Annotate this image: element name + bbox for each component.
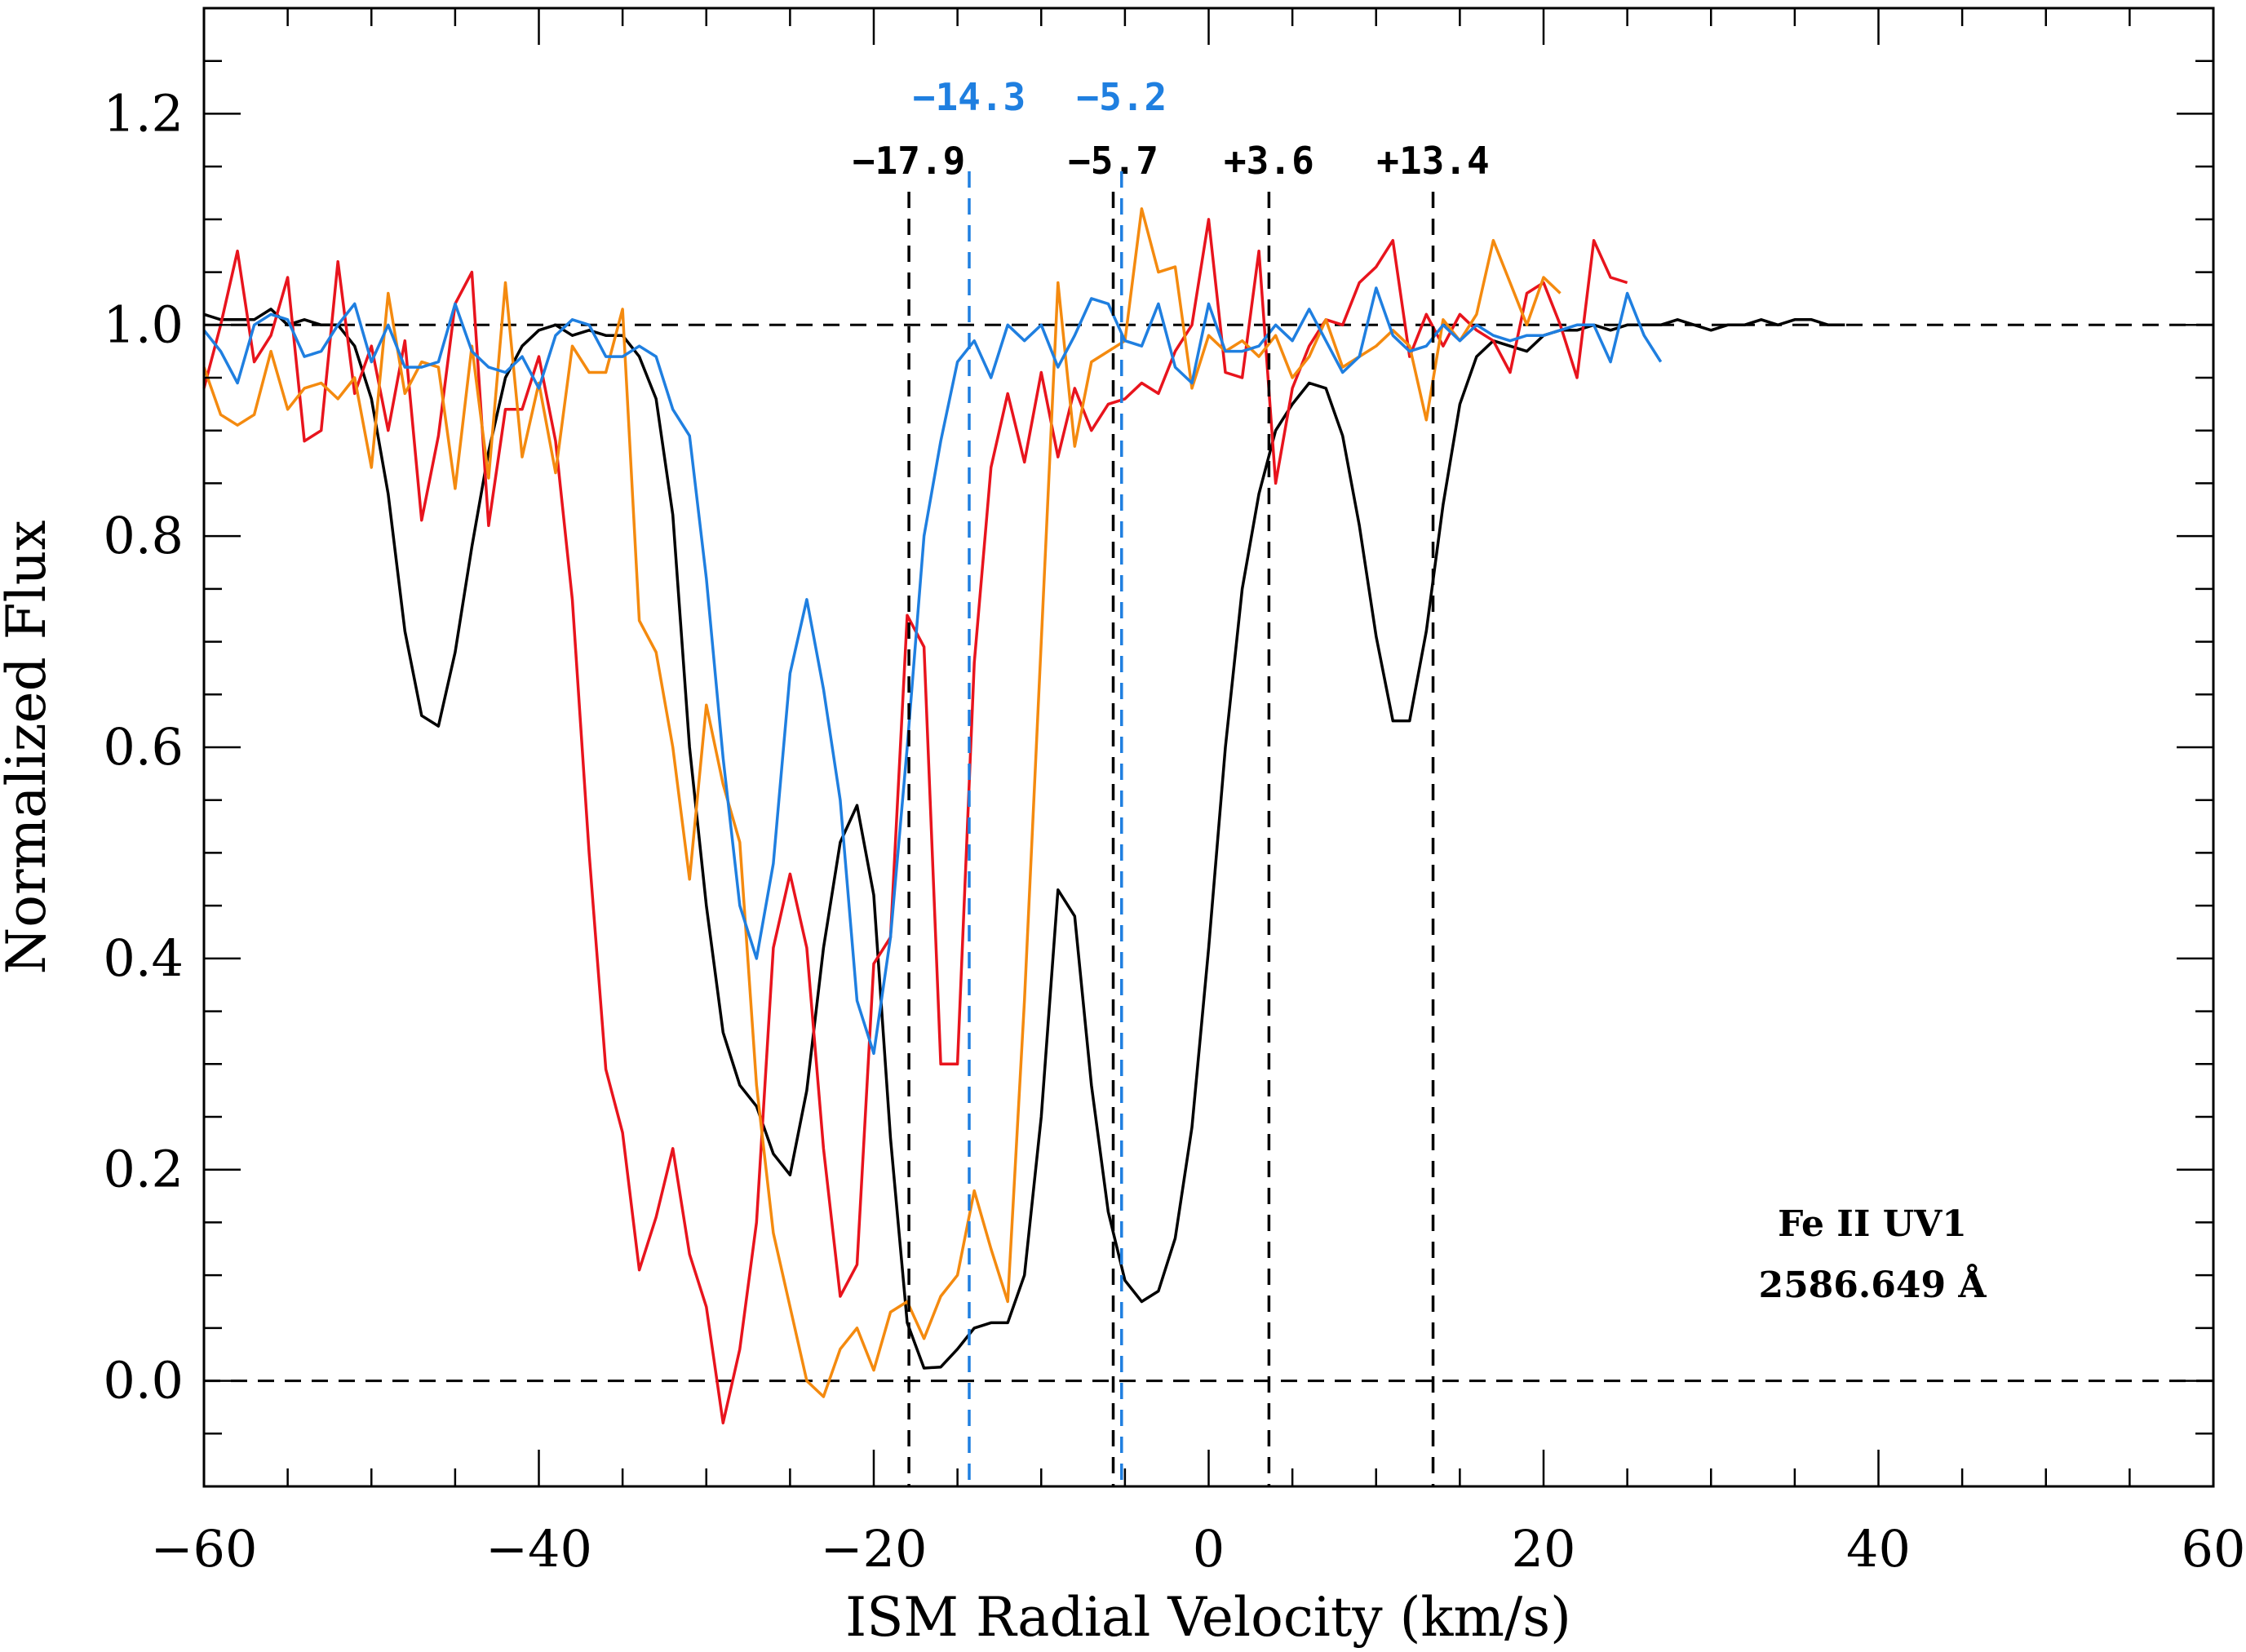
component-label: +3.6 — [1224, 139, 1314, 183]
y-tick-label: 0.0 — [103, 1351, 184, 1411]
x-tick-label: −20 — [821, 1519, 928, 1579]
component-label: +13.4 — [1376, 139, 1489, 183]
x-tick-label: 20 — [1512, 1519, 1576, 1579]
x-tick-label: 0 — [1193, 1519, 1225, 1579]
y-axis-title: Normalized Flux — [0, 520, 58, 975]
species-annotation-name: Fe II UV1 — [1778, 1203, 1967, 1245]
series-line-blue — [202, 286, 1663, 1056]
species-annotation-wavelength: 2586.649 Å — [1758, 1263, 1987, 1306]
y-tick-label: 0.4 — [103, 928, 184, 988]
series-line-black — [203, 308, 1845, 1370]
component-label: −17.9 — [853, 139, 965, 183]
x-axis-title: ISM Radial Velocity (km/s) — [845, 1586, 1571, 1649]
y-tick-label: 0.8 — [103, 506, 184, 565]
x-tick-label: 40 — [1846, 1519, 1911, 1579]
y-tick-label: 0.6 — [103, 717, 184, 777]
y-tick-label: 0.2 — [103, 1140, 184, 1199]
x-tick-label: −60 — [151, 1519, 258, 1579]
component-label: −5.2 — [1076, 75, 1167, 119]
component-label: −5.7 — [1068, 139, 1158, 183]
x-tick-label: −40 — [485, 1519, 592, 1579]
component-label: −14.3 — [913, 75, 1026, 119]
y-tick-label: 1.0 — [103, 295, 184, 354]
x-tick-label: 60 — [2182, 1519, 2246, 1579]
y-tick-label: 1.2 — [103, 83, 184, 143]
